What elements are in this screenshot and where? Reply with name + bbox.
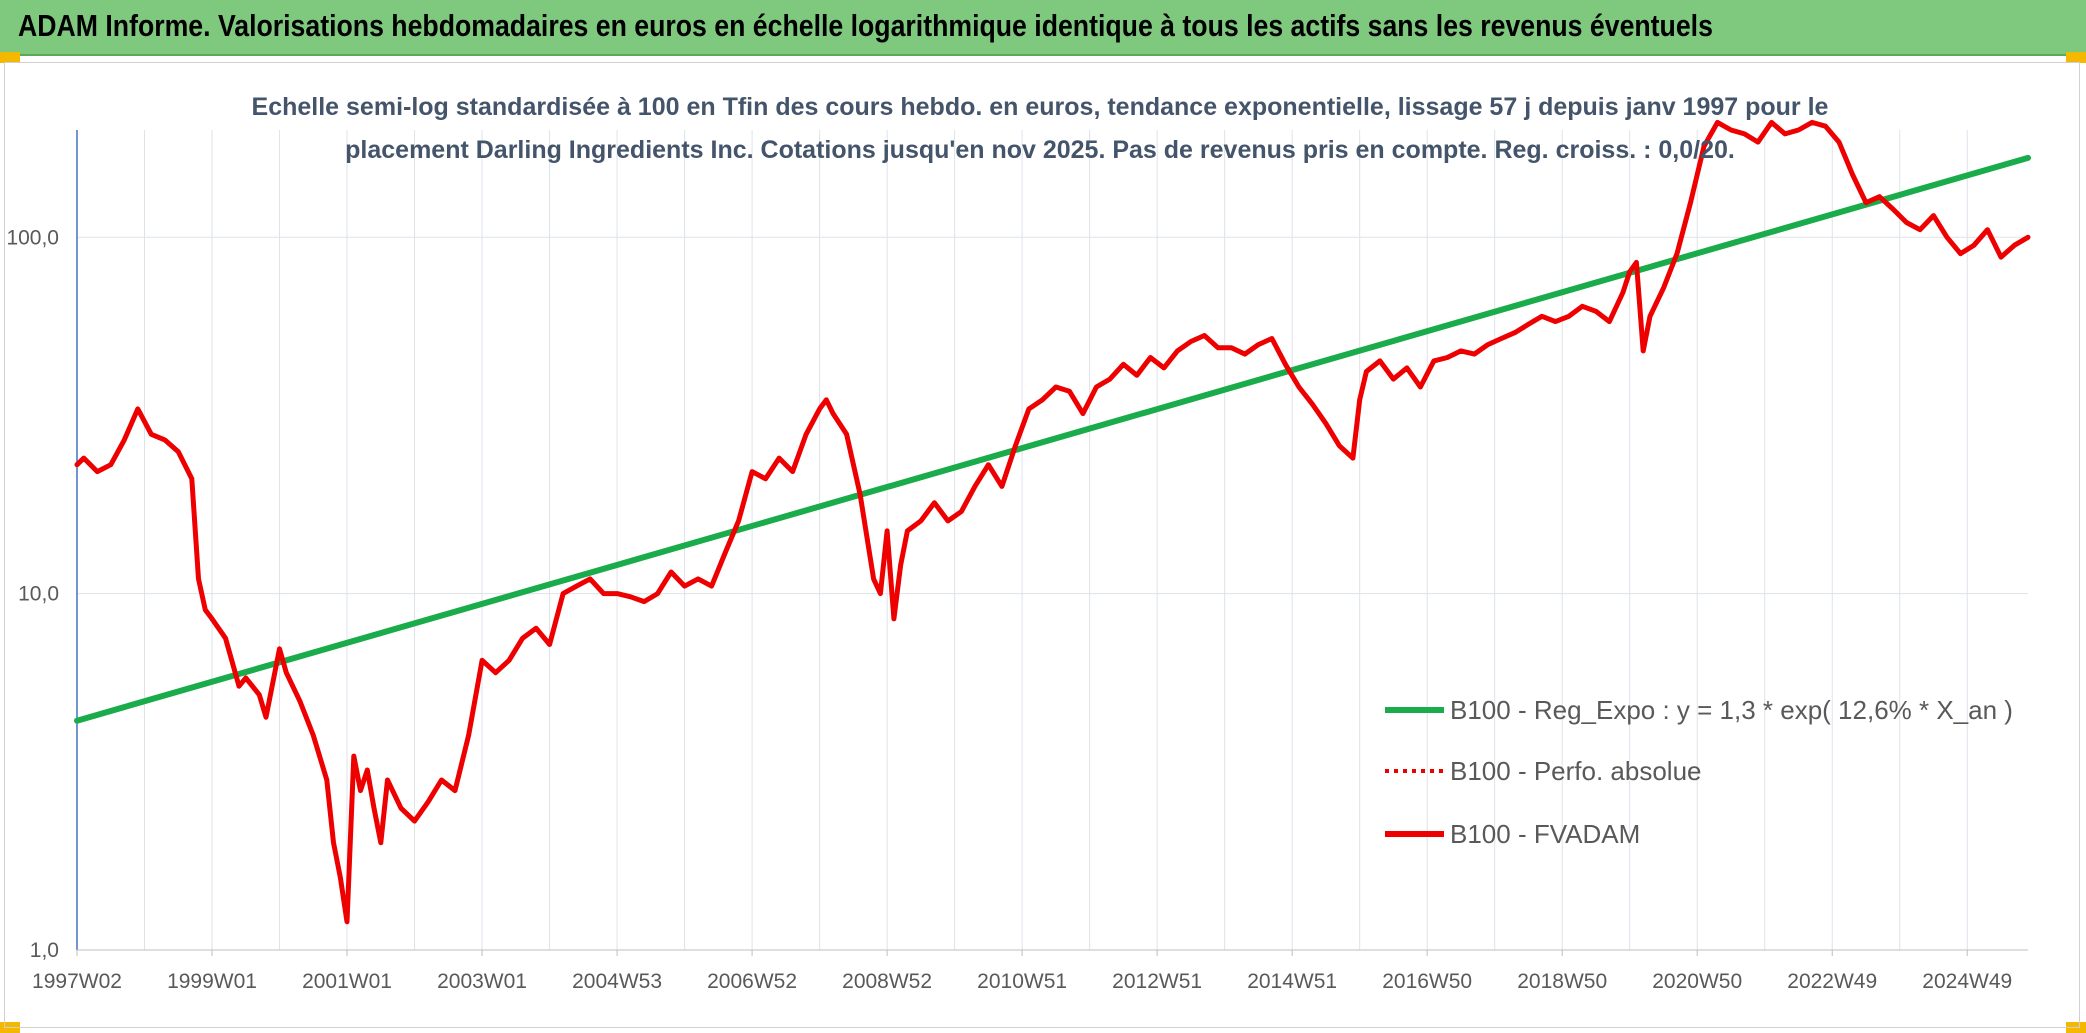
x-tick-label: 2014W51 (1247, 970, 1337, 993)
x-tick-label: 2022W49 (1787, 970, 1877, 993)
corner-marker-top-right (2066, 52, 2086, 63)
x-tick-label: 2008W52 (842, 970, 932, 993)
x-tick-label: 2020W50 (1652, 970, 1742, 993)
chart-frame (4, 62, 2080, 1028)
legend: B100 - Reg_Expo : y = 1,3 * exp( 12,6% *… (1385, 695, 2013, 849)
chart-subtitle-line-2: placement Darling Ingredients Inc. Cotat… (345, 136, 1735, 164)
x-tick-label: 2010W51 (977, 970, 1067, 993)
x-tick-label: 2003W01 (437, 970, 527, 993)
y-tick-label: 1,0 (30, 939, 59, 962)
y-tick-label: 10,0 (18, 583, 59, 606)
x-tick-label: 2018W50 (1517, 970, 1607, 993)
report-banner: ADAM Informe. Valorisations hebdomadaire… (0, 0, 2086, 56)
x-tick-label: 2001W01 (302, 970, 392, 993)
axes: 1,0 10,0 100,0 1997W02 1999W01 2001W01 2003W01… (6, 130, 2028, 993)
x-tick-label: 2016W50 (1382, 970, 1472, 993)
x-tick-label: 1999W01 (167, 970, 257, 993)
legend-label-trend: B100 - Reg_Expo : y = 1,3 * exp( 12,6% *… (1450, 695, 2013, 725)
x-tick-label: 1997W02 (32, 970, 122, 993)
legend-label-fvadam: B100 - FVADAM (1450, 819, 1640, 849)
series-line-trend (74, 154, 2031, 724)
corner-marker-top-left (0, 52, 20, 63)
x-tick-label: 2004W53 (572, 970, 662, 993)
x-tick-label: 2024W49 (1922, 970, 2012, 993)
legend-label-perfo: B100 - Perfo. absolue (1450, 756, 1702, 786)
series-line-fvadam (74, 119, 2031, 925)
chart-subtitle: Echelle semi-log standardisée à 100 en T… (252, 93, 1829, 164)
gridlines (76, 130, 2028, 951)
chart-subtitle-line-1: Echelle semi-log standardisée à 100 en T… (252, 93, 1829, 121)
x-tick-label: 2006W52 (707, 970, 797, 993)
report-title: ADAM Informe. Valorisations hebdomadaire… (18, 8, 1713, 43)
y-tick-label: 100,0 (6, 226, 59, 249)
series-lines (74, 119, 2031, 925)
x-tick-label: 2012W51 (1112, 970, 1202, 993)
